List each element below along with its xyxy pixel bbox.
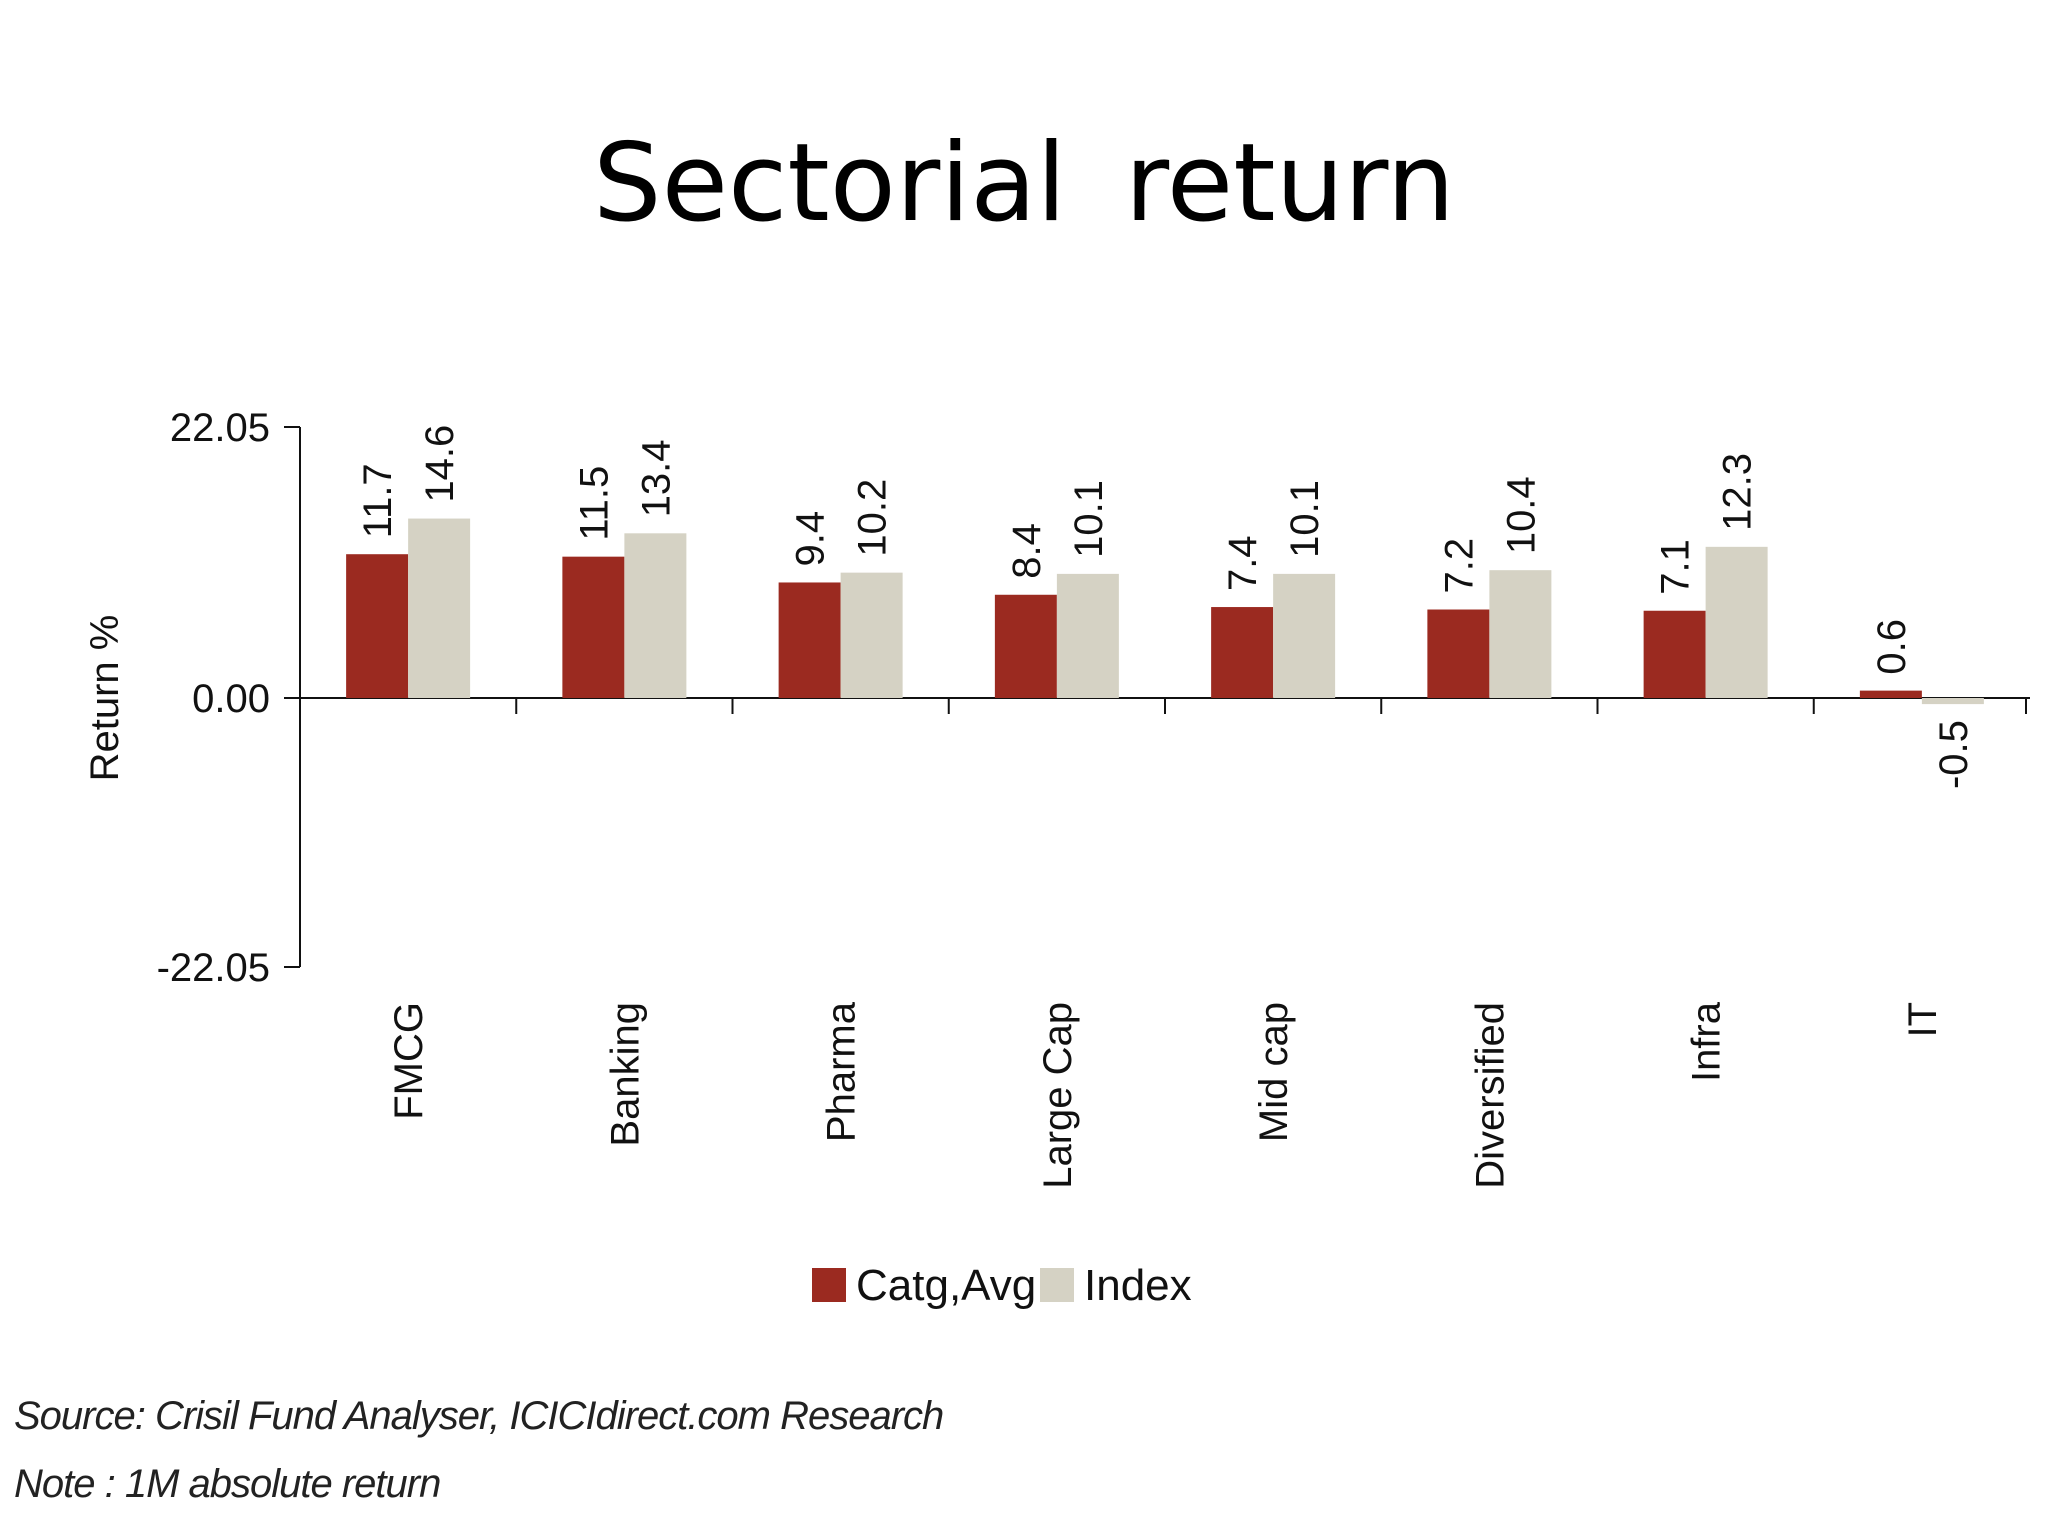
category-label: FMCG bbox=[387, 1002, 431, 1120]
source-note: Source: Crisil Fund Analyser, ICICIdirec… bbox=[14, 1394, 944, 1438]
y-axis-title: Return % bbox=[83, 615, 127, 782]
y-tick-label: 22.05 bbox=[170, 406, 270, 450]
note-text: Note : 1M absolute return bbox=[14, 1462, 441, 1506]
data-label: 7.4 bbox=[1221, 535, 1265, 591]
data-label: 10.1 bbox=[1283, 480, 1327, 558]
bar-catg-avg bbox=[1859, 690, 1922, 698]
data-label: 13.4 bbox=[634, 439, 678, 517]
category-label: Large Cap bbox=[1036, 1002, 1080, 1189]
data-label: 9.4 bbox=[789, 511, 833, 567]
category-label: Infra bbox=[1685, 1001, 1729, 1082]
bar-index bbox=[408, 518, 471, 698]
category-label: Diversified bbox=[1468, 1002, 1512, 1189]
chart-axes bbox=[284, 426, 2030, 968]
legend-swatch-index bbox=[1040, 1268, 1074, 1302]
bar-catg-avg bbox=[562, 556, 625, 698]
category-label: IT bbox=[1901, 1002, 1945, 1038]
legend-swatch-catg-avg bbox=[812, 1268, 846, 1302]
data-label: 11.5 bbox=[572, 466, 616, 541]
y-tick-label: 0.00 bbox=[192, 677, 270, 721]
bar-index bbox=[840, 572, 903, 698]
data-label: 7.1 bbox=[1654, 539, 1698, 595]
category-label: Pharma bbox=[820, 1001, 864, 1142]
data-label: 7.2 bbox=[1437, 538, 1481, 594]
bar-index bbox=[1921, 698, 1984, 705]
data-label: 10.2 bbox=[851, 479, 895, 557]
data-label: 11.7 bbox=[356, 463, 400, 538]
bar-catg-avg bbox=[1643, 610, 1706, 698]
chart-labels: 22.05 0.00 -22.05 Return % 11.7 14.6 FMCG 11.5 1… bbox=[83, 406, 1976, 1189]
bar-index bbox=[1056, 573, 1119, 698]
bar-index bbox=[624, 533, 687, 698]
bar-catg-avg bbox=[994, 594, 1057, 698]
bar-catg-avg bbox=[1211, 607, 1274, 698]
data-label: 8.4 bbox=[1005, 523, 1049, 579]
data-label: 14.6 bbox=[418, 425, 462, 503]
chart-legend: Catg,Avg Index bbox=[812, 1261, 1192, 1310]
legend-label: Catg,Avg bbox=[856, 1261, 1036, 1310]
data-label: 10.1 bbox=[1067, 480, 1111, 558]
legend-label: Index bbox=[1084, 1261, 1192, 1310]
bar-index bbox=[1489, 570, 1552, 698]
bar-catg-avg bbox=[778, 582, 841, 698]
data-label: 0.6 bbox=[1870, 619, 1914, 675]
bar-catg-avg bbox=[1427, 609, 1490, 698]
category-label: Banking bbox=[603, 1002, 647, 1147]
chart-bars bbox=[346, 518, 1984, 705]
data-label: 10.4 bbox=[1499, 476, 1543, 554]
bar-index bbox=[1705, 546, 1768, 698]
bar-catg-avg bbox=[346, 554, 409, 698]
data-label: -0.5 bbox=[1932, 720, 1976, 789]
slide-title: Sectorial return bbox=[593, 121, 1455, 246]
bar-index bbox=[1273, 573, 1336, 698]
y-tick-label: -22.05 bbox=[157, 946, 270, 990]
data-label: 12.3 bbox=[1716, 453, 1760, 531]
category-label: Mid cap bbox=[1252, 1002, 1296, 1142]
